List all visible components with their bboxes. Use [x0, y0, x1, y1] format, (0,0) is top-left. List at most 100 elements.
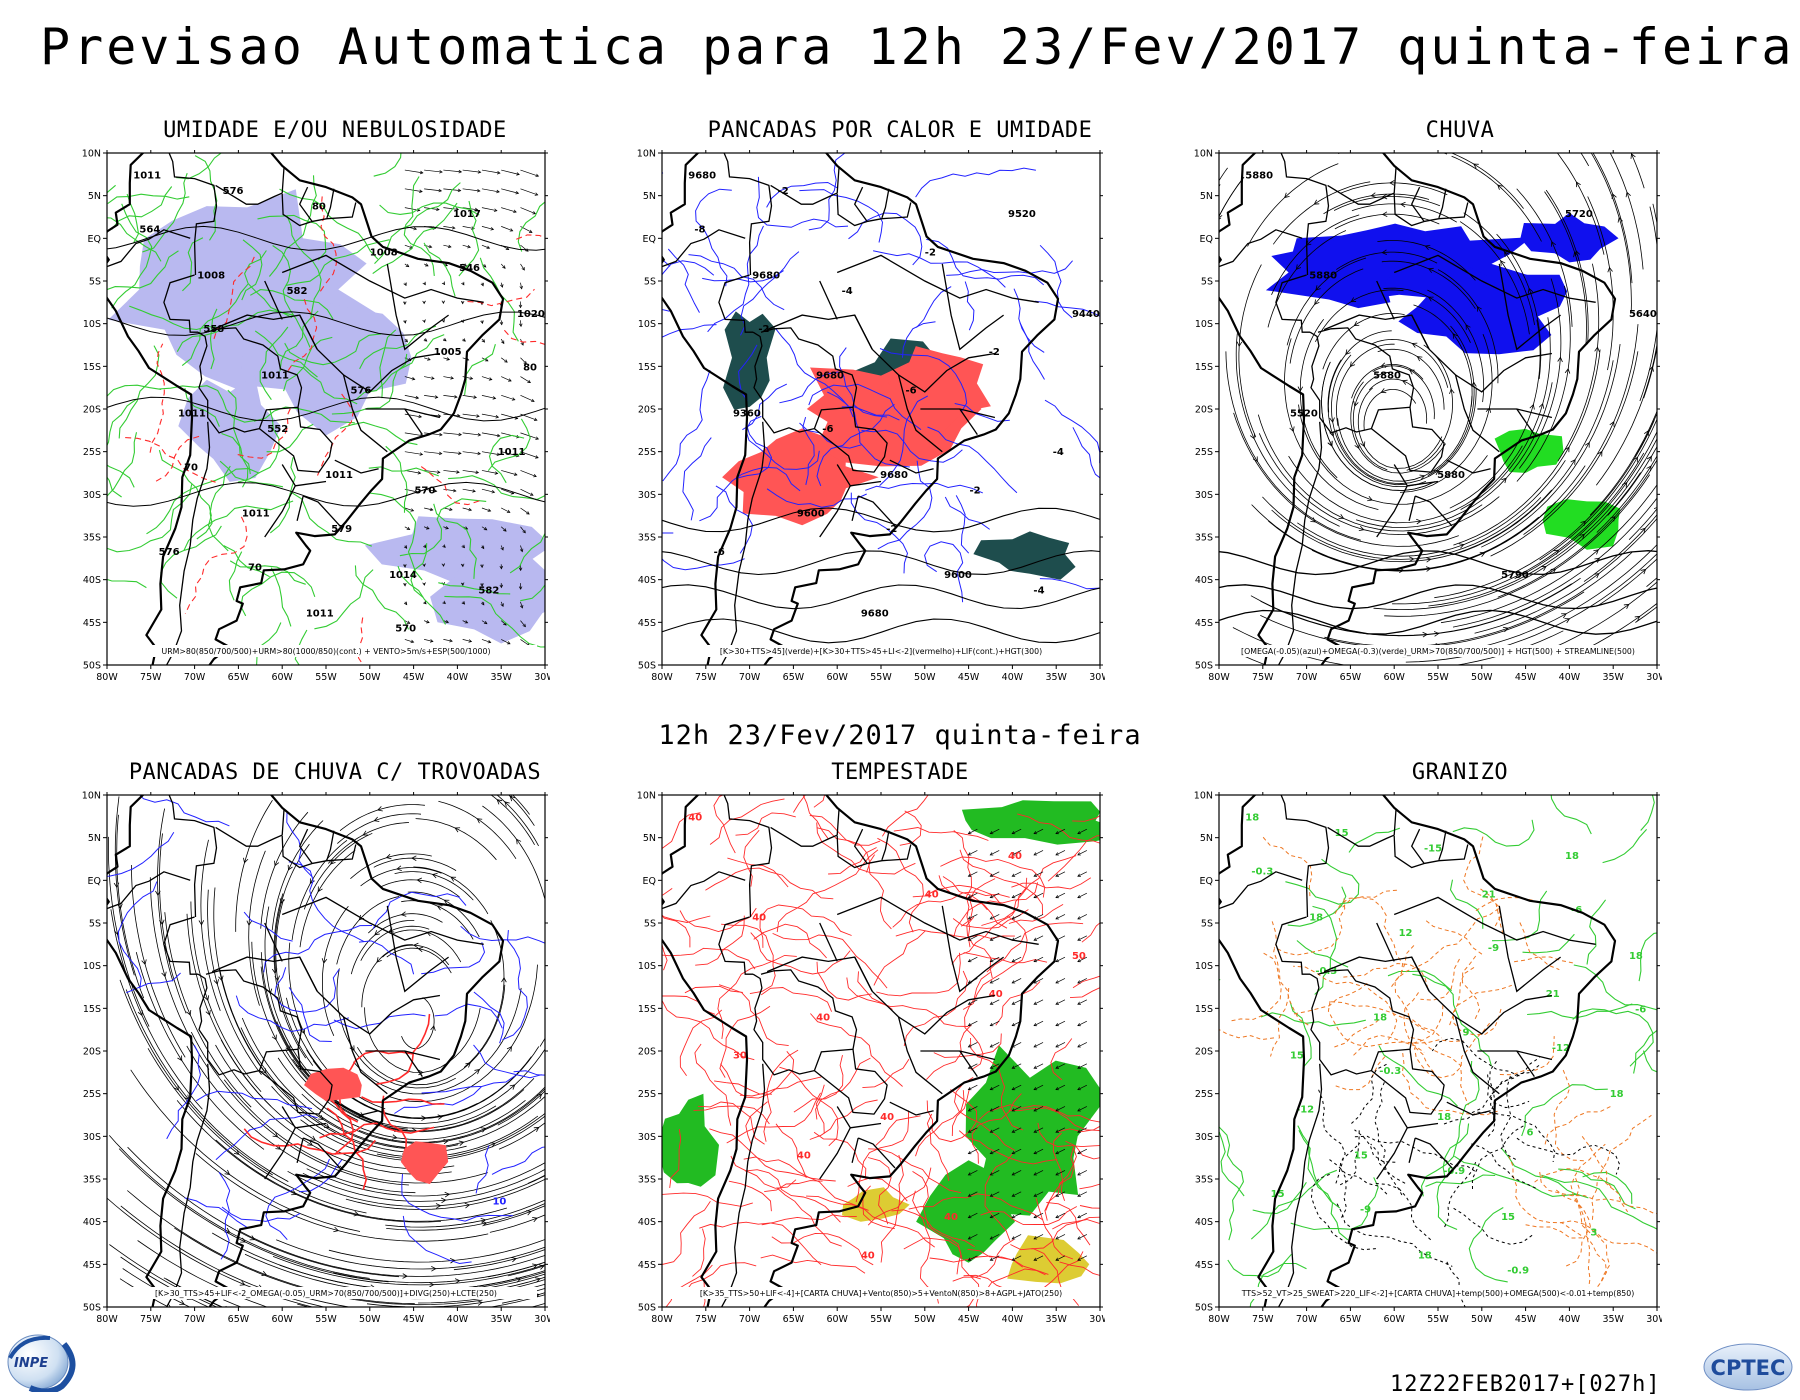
lat-tick-label: 10S: [83, 961, 101, 972]
lat-tick-label: 35S: [1195, 533, 1213, 544]
lat-tick-label: 50S: [1195, 661, 1213, 672]
lat-tick-label: 45S: [638, 618, 656, 629]
country-border: [165, 1063, 211, 1307]
inpe-logo: INPE: [7, 1334, 76, 1392]
lat-tick-label: 15S: [638, 1004, 656, 1015]
lon-tick-label: 35W: [1045, 1314, 1067, 1325]
country-border: [1407, 1122, 1439, 1129]
country-border: [1407, 480, 1439, 487]
map-pancadas-calor: 9680 9680 9680 9680 9600 9520 9440 9360 9600 9680…: [630, 148, 1105, 693]
lat-tick-label: 40S: [83, 1217, 101, 1228]
lon-tick-label: 60W: [271, 1314, 293, 1325]
contour-label: 1014: [389, 570, 417, 581]
country-border: [853, 828, 868, 864]
country-border: [1498, 263, 1561, 351]
lat-tick-label: 10S: [1195, 961, 1213, 972]
contour-label: 576: [351, 386, 372, 397]
lat-tick-label: 15S: [83, 362, 101, 373]
lat-tick-label: 30S: [638, 490, 656, 501]
country-border: [342, 1016, 388, 1095]
contour-label: 10: [492, 1197, 506, 1208]
lon-tick-label: 45W: [958, 672, 980, 683]
contour-label: 1005: [434, 347, 462, 358]
country-border: [165, 421, 211, 665]
contour-label: 70: [184, 462, 198, 473]
contour-label: 3: [1590, 1227, 1597, 1238]
lon-tick-label: 55W: [1427, 672, 1449, 683]
country-border: [404, 1050, 423, 1077]
country-border: [1376, 922, 1395, 962]
lat-tick-label: EQ: [643, 234, 656, 245]
lat-tick-label: EQ: [643, 876, 656, 887]
lon-tick-label: 80W: [96, 672, 118, 683]
contour-label: 18: [1418, 1250, 1432, 1261]
country-border: [1411, 314, 1430, 350]
contour-label: -8: [694, 224, 705, 235]
lon-tick-label: 35W: [1602, 672, 1624, 683]
country-border: [897, 374, 943, 453]
lon-tick-label: 55W: [870, 672, 892, 683]
lon-tick-label: 45W: [403, 672, 425, 683]
lat-tick-label: 35S: [638, 1175, 656, 1186]
contour-label: 40: [688, 813, 702, 824]
country-border: [1408, 495, 1416, 521]
lon-tick-label: 65W: [783, 672, 805, 683]
contour-label: -0.3: [1379, 1066, 1401, 1077]
lat-tick-label: 5N: [1200, 833, 1213, 844]
lon-tick-label: 30W: [1646, 672, 1662, 683]
map-legend: [K>30_TTS>45+LIF<-2_OMEGA(-0.05)_URM>70(…: [155, 1289, 497, 1298]
contour-label: 5880: [1309, 270, 1337, 281]
lon-tick-label: 55W: [315, 1314, 337, 1325]
country-border: [889, 459, 934, 474]
contour-label: 9680: [816, 370, 844, 381]
country-border: [168, 153, 218, 276]
lat-tick-label: 35S: [83, 533, 101, 544]
lon-tick-label: 75W: [1252, 1314, 1274, 1325]
lat-tick-label: 40S: [83, 575, 101, 586]
country-border: [298, 186, 313, 222]
lon-tick-label: 55W: [315, 672, 337, 683]
contour-label: 576: [159, 547, 180, 558]
country-border: [302, 1137, 341, 1169]
contour-label: -2: [969, 485, 980, 496]
country-border: [723, 795, 773, 918]
country-border: [819, 280, 838, 320]
map-tempestade: 40 40 40 40 40 40 50 30 40 40 40 40 [K>35_TTS>50+LIF…: [630, 790, 1105, 1335]
country-border: [889, 1101, 934, 1116]
country-border: [881, 188, 890, 219]
map-legend: [OMEGA(-0.05)(azul)+OMEGA(-0.3)(verde)_U…: [1241, 647, 1635, 656]
contour-label: 15: [1501, 1212, 1515, 1223]
contour-label: 564: [139, 224, 160, 235]
country-border: [1516, 408, 1535, 435]
country-border: [299, 314, 318, 350]
country-border: [1327, 167, 1397, 205]
country-border: [1219, 229, 1303, 268]
lat-tick-label: 20S: [1195, 1047, 1213, 1058]
lat-tick-label: 45S: [83, 1260, 101, 1271]
contour-label: 50: [1072, 951, 1086, 962]
contour-label: 1008: [370, 247, 398, 258]
contour-label: 9440: [1072, 309, 1100, 320]
lat-tick-label: 25S: [1195, 1089, 1213, 1100]
lon-tick-label: 50W: [914, 1314, 936, 1325]
country-border: [1516, 1050, 1535, 1077]
country-border: [1219, 871, 1303, 910]
country-border: [897, 1016, 943, 1095]
contour-label: 18: [1629, 951, 1643, 962]
contour-label: 9680: [752, 270, 780, 281]
lat-tick-label: 25S: [83, 1089, 101, 1100]
country-border: [1277, 421, 1323, 665]
contour-label: 1011: [261, 370, 289, 381]
lon-tick-label: 70W: [739, 672, 761, 683]
contour-label: 18: [1245, 813, 1259, 824]
lat-tick-label: 35S: [638, 533, 656, 544]
contour-label: -0.9: [1507, 1266, 1529, 1277]
lat-tick-label: 5S: [89, 277, 101, 288]
lon-tick-label: 40W: [1002, 1314, 1024, 1325]
country-border: [836, 896, 1039, 945]
lat-tick-label: EQ: [88, 234, 101, 245]
contour-label: 9680: [880, 470, 908, 481]
lon-tick-label: 65W: [1340, 672, 1362, 683]
lat-tick-label: 45S: [1195, 1260, 1213, 1271]
lon-tick-label: 35W: [490, 672, 512, 683]
